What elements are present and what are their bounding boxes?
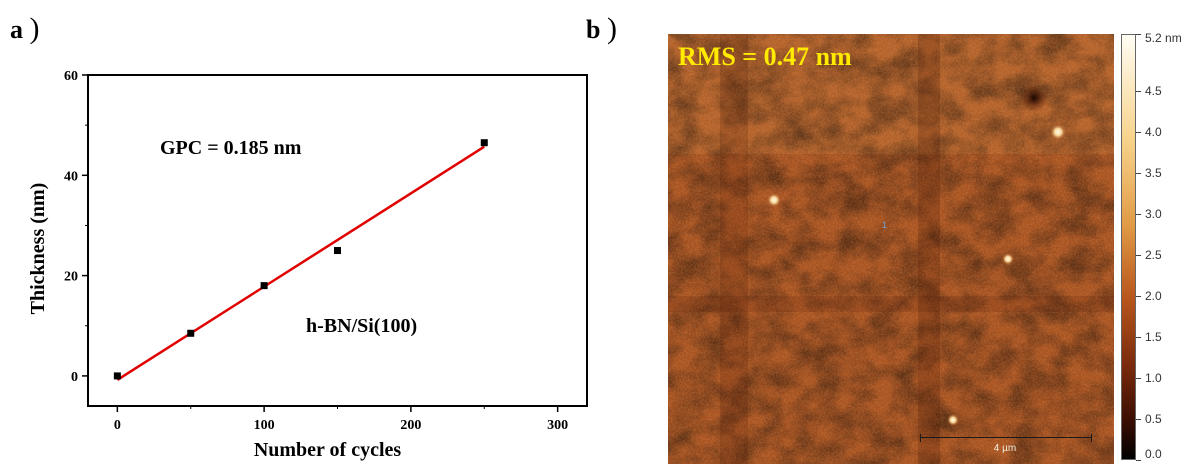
colorbar-tick-mark xyxy=(1136,91,1141,93)
afm-particle-1 xyxy=(1050,124,1066,140)
x-axis-label: Number of cycles xyxy=(254,439,402,461)
colorbar-tick-mark xyxy=(1136,173,1141,175)
afm-streak-1 xyxy=(720,34,748,464)
y-tick-label: 60 xyxy=(64,69,78,84)
colorbar-tick-label: 0.5 xyxy=(1145,412,1162,427)
data-point xyxy=(260,282,268,290)
colorbar-tick-label: 2.0 xyxy=(1145,289,1162,304)
rms-label: RMS = 0.47 nm xyxy=(678,42,852,71)
panel-b-letter: b xyxy=(586,15,601,44)
y-axis-label: Thickness (nm) xyxy=(27,183,49,315)
scale-bar-label: 4 µm xyxy=(993,443,1017,454)
panel-a-label: a ) xyxy=(10,14,40,44)
colorbar-tick-mark xyxy=(1136,337,1141,339)
afm-streak-3 xyxy=(668,296,1114,312)
panel-b-paren: ) xyxy=(606,12,617,45)
colorbar-tick-mark xyxy=(1136,132,1141,134)
panel-b-label: b ) xyxy=(586,14,617,44)
afm-particle-3 xyxy=(1002,253,1014,265)
colorbar-tick-mark xyxy=(1136,34,1141,35)
colorbar-tick-label: 3.0 xyxy=(1145,207,1162,222)
y-tick-label: 40 xyxy=(64,169,78,184)
panel-a-paren: ) xyxy=(29,12,40,45)
afm-pit-1 xyxy=(1020,84,1048,112)
colorbar-tick-label: 1.0 xyxy=(1145,371,1162,386)
colorbar-tick-mark xyxy=(1136,378,1141,380)
colorbar-tick-label: 2.5 xyxy=(1145,248,1162,263)
x-tick-label: 300 xyxy=(547,418,568,433)
y-tick-label: 0 xyxy=(71,370,78,385)
afm-texture xyxy=(668,34,1114,464)
colorbar-tick-label: 4.0 xyxy=(1145,125,1162,140)
afm-particle-4 xyxy=(947,414,959,426)
x-tick-label: 0 xyxy=(114,418,121,433)
colorbar-tick-label: 3.5 xyxy=(1145,166,1162,181)
data-point xyxy=(187,329,195,337)
colorbar-tick-label: 5.2 nm xyxy=(1145,31,1182,45)
sample-annotation: h-BN/Si(100) xyxy=(306,315,417,337)
colorbar-tick-label: 0.0 xyxy=(1145,447,1162,461)
colorbar-tick-label: 1.5 xyxy=(1145,330,1162,345)
panel-a-letter: a xyxy=(10,15,23,44)
data-point xyxy=(480,139,488,147)
afm-image: RMS = 0.47 nm 1 4 µm xyxy=(668,34,1114,464)
colorbar-tick-mark xyxy=(1136,460,1141,461)
chart-plot-group: 0 100 200 300 0 20 40 60 Number of cycles Thickne… xyxy=(27,69,588,461)
colorbar-tick-mark xyxy=(1136,296,1141,298)
colorbar-tick-mark xyxy=(1136,419,1141,421)
afm-streak-2 xyxy=(918,34,940,464)
x-tick-label: 200 xyxy=(400,418,421,433)
gpc-annotation: GPC = 0.185 nm xyxy=(160,137,302,159)
colorbar-tick-mark xyxy=(1136,214,1141,216)
afm-marker-label: 1 xyxy=(882,220,888,230)
thickness-vs-cycles-chart: 0 100 200 300 0 20 40 60 Number of cycles Thickne… xyxy=(27,69,588,461)
y-tick-label: 20 xyxy=(64,270,78,285)
data-point xyxy=(334,247,341,255)
height-colorbar xyxy=(1121,34,1136,460)
colorbar-tick-label: 4.5 xyxy=(1145,84,1162,99)
afm-particle-2 xyxy=(767,193,781,207)
data-point xyxy=(113,372,121,380)
linear-fit-line xyxy=(116,145,485,381)
x-tick-label: 100 xyxy=(254,418,275,433)
scale-bar xyxy=(920,434,1092,442)
colorbar-tick-mark xyxy=(1136,255,1141,257)
